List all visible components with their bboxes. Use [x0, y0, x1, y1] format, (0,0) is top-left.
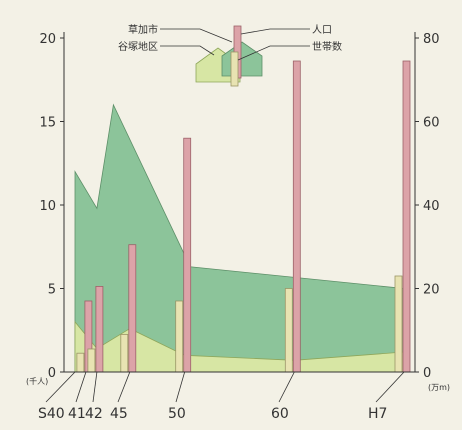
population-bar-42 [95, 285, 104, 373]
left-tick-label: 10 [39, 199, 56, 214]
axes-layer: 0 5 10 15 20 0 20 40 60 80 S40 41 42 45 50 60 H7 [38, 32, 440, 422]
households-bar-42 [87, 348, 96, 373]
right-tick-label: 0 [423, 366, 431, 381]
households-bar-41 [76, 352, 85, 373]
population-bar-60 [292, 60, 301, 373]
legend-leader-line [160, 28, 233, 43]
x-leader-line [175, 371, 186, 403]
bar-layer [76, 60, 411, 373]
x-tick-label: 41 [68, 406, 86, 422]
right-tick-label: 60 [423, 116, 440, 131]
x-leader-line [375, 371, 405, 403]
right-tick-label: 40 [423, 199, 440, 214]
x-tick-label: H7 [368, 406, 387, 422]
left-tick-label: 15 [39, 116, 56, 131]
households-bar-45 [120, 333, 129, 373]
legend-label-district: 谷塚地区 [118, 40, 158, 53]
x-tick-label: 42 [85, 406, 103, 422]
x-tick-label: 45 [110, 406, 128, 422]
legend-leader-line [240, 28, 310, 35]
left-tick-label: 20 [39, 32, 56, 47]
right-tick-label: 80 [423, 32, 440, 47]
x-leader-line [117, 371, 131, 403]
legend-leader-line [237, 45, 310, 61]
population-bar-H7 [402, 60, 411, 373]
legend-swatch-households [230, 51, 239, 87]
left-tick-label: 5 [48, 283, 56, 298]
x-leader-line [45, 371, 76, 403]
legend-label-population: 人口 [312, 24, 332, 36]
x-leader-line [278, 371, 295, 403]
x-tick-label: S40 [38, 406, 65, 422]
right-tick-label: 20 [423, 283, 440, 298]
right-axis-unit: (万m) [428, 383, 450, 392]
households-bar-H7 [394, 275, 403, 373]
left-tick-label: 0 [48, 366, 56, 381]
x-tick-label: 50 [168, 406, 186, 422]
x-leader-line [92, 371, 98, 403]
population-bar-45 [128, 244, 137, 373]
households-bar-50 [175, 300, 184, 373]
left-axis-unit: (千人) [26, 376, 48, 386]
x-leader-line [75, 371, 87, 403]
area-layer [74, 103, 405, 373]
population-bar-50 [183, 137, 192, 373]
legend-label-city: 草加市 [128, 23, 158, 36]
legend-label-households: 世帯数 [312, 40, 342, 53]
legend-leader-line [160, 45, 215, 56]
legend-swatch-city [221, 41, 263, 77]
x-tick-label: 60 [271, 406, 289, 422]
households-bar-60 [284, 288, 293, 373]
